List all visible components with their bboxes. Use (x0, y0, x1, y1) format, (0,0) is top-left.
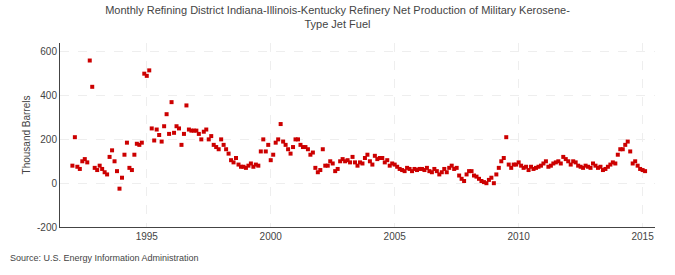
svg-text:Monthly Refining District Indi: Monthly Refining District Indiana-Illino… (105, 4, 570, 30)
svg-text:Source: U.S. Energy Informatio: Source: U.S. Energy Information Administ… (10, 253, 199, 263)
svg-text:600: 600 (40, 46, 57, 57)
svg-text:2000: 2000 (260, 231, 283, 242)
svg-text:2010: 2010 (508, 231, 531, 242)
svg-text:1995: 1995 (136, 231, 159, 242)
svg-text:400: 400 (40, 90, 57, 101)
svg-text:200: 200 (40, 134, 57, 145)
svg-text:-200: -200 (37, 222, 57, 233)
svg-text:2005: 2005 (384, 231, 407, 242)
svg-text:0: 0 (51, 178, 57, 189)
svg-text:Thousand Barrels: Thousand Barrels (21, 96, 32, 175)
svg-text:2015: 2015 (631, 231, 654, 242)
